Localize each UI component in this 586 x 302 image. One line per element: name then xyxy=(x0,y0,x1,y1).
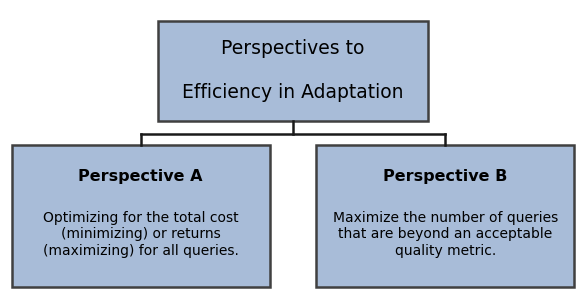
Text: Perspectives to

Efficiency in Adaptation: Perspectives to Efficiency in Adaptation xyxy=(182,40,404,102)
FancyBboxPatch shape xyxy=(158,21,428,121)
FancyBboxPatch shape xyxy=(12,145,270,287)
Text: Perspective A: Perspective A xyxy=(79,169,203,184)
Text: Optimizing for the total cost
(minimizing) or returns
(maximizing) for all queri: Optimizing for the total cost (minimizin… xyxy=(43,211,239,258)
Text: Maximize the number of queries
that are beyond an acceptable
quality metric.: Maximize the number of queries that are … xyxy=(333,211,558,258)
Text: Perspective B: Perspective B xyxy=(383,169,507,184)
FancyBboxPatch shape xyxy=(316,145,574,287)
